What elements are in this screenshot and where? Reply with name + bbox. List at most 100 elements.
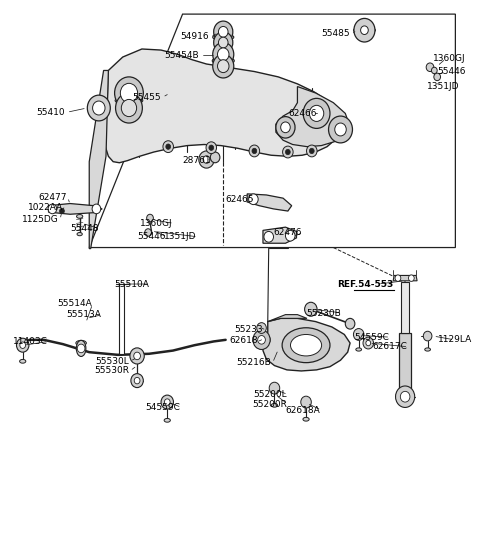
Circle shape — [217, 60, 229, 73]
Ellipse shape — [164, 419, 170, 422]
Text: 62617C: 62617C — [372, 342, 408, 351]
Text: 1351JD: 1351JD — [427, 82, 459, 91]
Circle shape — [345, 318, 355, 329]
Text: 54916: 54916 — [180, 32, 209, 41]
Ellipse shape — [353, 27, 375, 33]
Circle shape — [214, 21, 233, 43]
Polygon shape — [247, 194, 292, 211]
Circle shape — [283, 146, 293, 158]
Circle shape — [432, 67, 437, 74]
Circle shape — [164, 399, 170, 405]
Circle shape — [134, 377, 140, 384]
Text: 55446: 55446 — [137, 232, 166, 242]
Ellipse shape — [20, 359, 26, 363]
Polygon shape — [48, 203, 102, 214]
Circle shape — [147, 214, 154, 222]
Ellipse shape — [76, 341, 86, 357]
Text: 11403C: 11403C — [13, 337, 48, 346]
Circle shape — [134, 352, 141, 360]
Circle shape — [269, 382, 280, 394]
Circle shape — [310, 148, 314, 154]
Circle shape — [130, 348, 144, 364]
Circle shape — [163, 141, 173, 153]
Circle shape — [353, 329, 364, 341]
Circle shape — [93, 101, 105, 115]
Ellipse shape — [115, 88, 144, 98]
Circle shape — [301, 396, 312, 408]
Polygon shape — [105, 49, 343, 163]
Circle shape — [303, 98, 330, 129]
Circle shape — [286, 230, 295, 241]
Circle shape — [77, 344, 85, 353]
Circle shape — [281, 122, 290, 133]
Ellipse shape — [76, 341, 86, 346]
Circle shape — [116, 93, 143, 123]
Polygon shape — [89, 70, 108, 249]
Circle shape — [253, 330, 270, 350]
Circle shape — [276, 117, 295, 138]
Text: REF.54-553: REF.54-553 — [337, 280, 393, 288]
Text: 55485: 55485 — [322, 30, 350, 38]
Circle shape — [264, 231, 274, 242]
Circle shape — [395, 275, 401, 281]
Circle shape — [257, 323, 266, 334]
Circle shape — [328, 116, 352, 143]
Text: 55513A: 55513A — [66, 310, 101, 319]
Bar — [401, 282, 409, 334]
Text: 55448: 55448 — [70, 224, 99, 233]
Text: 1360GJ: 1360GJ — [140, 219, 173, 228]
Circle shape — [166, 144, 170, 150]
Circle shape — [217, 48, 229, 61]
Text: 1129LA: 1129LA — [438, 335, 472, 344]
Circle shape — [307, 145, 317, 157]
Circle shape — [218, 26, 228, 37]
Text: 55530L: 55530L — [95, 357, 129, 366]
Text: 55200R: 55200R — [252, 400, 287, 409]
Circle shape — [305, 302, 317, 316]
Text: 55510A: 55510A — [114, 280, 149, 288]
Text: 28761: 28761 — [183, 155, 211, 165]
Circle shape — [209, 145, 214, 151]
Ellipse shape — [213, 34, 234, 41]
Circle shape — [408, 275, 414, 281]
Text: 55514A: 55514A — [57, 299, 92, 308]
Text: 55233: 55233 — [234, 324, 263, 334]
Polygon shape — [276, 87, 349, 147]
Circle shape — [310, 105, 324, 122]
Ellipse shape — [76, 215, 83, 218]
Circle shape — [145, 229, 152, 236]
Ellipse shape — [282, 328, 330, 363]
Circle shape — [360, 26, 368, 34]
Circle shape — [426, 63, 434, 72]
Circle shape — [16, 338, 29, 352]
Text: 55216B: 55216B — [236, 358, 271, 367]
Circle shape — [210, 152, 220, 163]
Circle shape — [252, 148, 257, 154]
Circle shape — [218, 37, 228, 48]
Polygon shape — [263, 318, 350, 371]
Text: 55455: 55455 — [132, 93, 161, 102]
Text: 54559C: 54559C — [354, 332, 389, 342]
Circle shape — [131, 373, 144, 387]
Circle shape — [115, 77, 144, 109]
Circle shape — [203, 156, 210, 164]
Ellipse shape — [425, 348, 431, 351]
Circle shape — [335, 123, 346, 136]
Circle shape — [258, 336, 265, 344]
Text: 62476: 62476 — [274, 228, 302, 237]
Circle shape — [366, 341, 371, 346]
Ellipse shape — [212, 57, 234, 65]
Circle shape — [92, 204, 101, 214]
Ellipse shape — [253, 334, 270, 346]
Circle shape — [199, 151, 214, 168]
Circle shape — [120, 83, 138, 103]
Circle shape — [286, 150, 290, 155]
Circle shape — [354, 18, 375, 42]
Ellipse shape — [290, 335, 322, 356]
Text: 55410: 55410 — [36, 108, 65, 117]
Ellipse shape — [77, 232, 82, 236]
Circle shape — [60, 208, 64, 214]
Bar — [399, 334, 411, 397]
Polygon shape — [268, 315, 307, 322]
Text: 55200L: 55200L — [253, 390, 287, 399]
